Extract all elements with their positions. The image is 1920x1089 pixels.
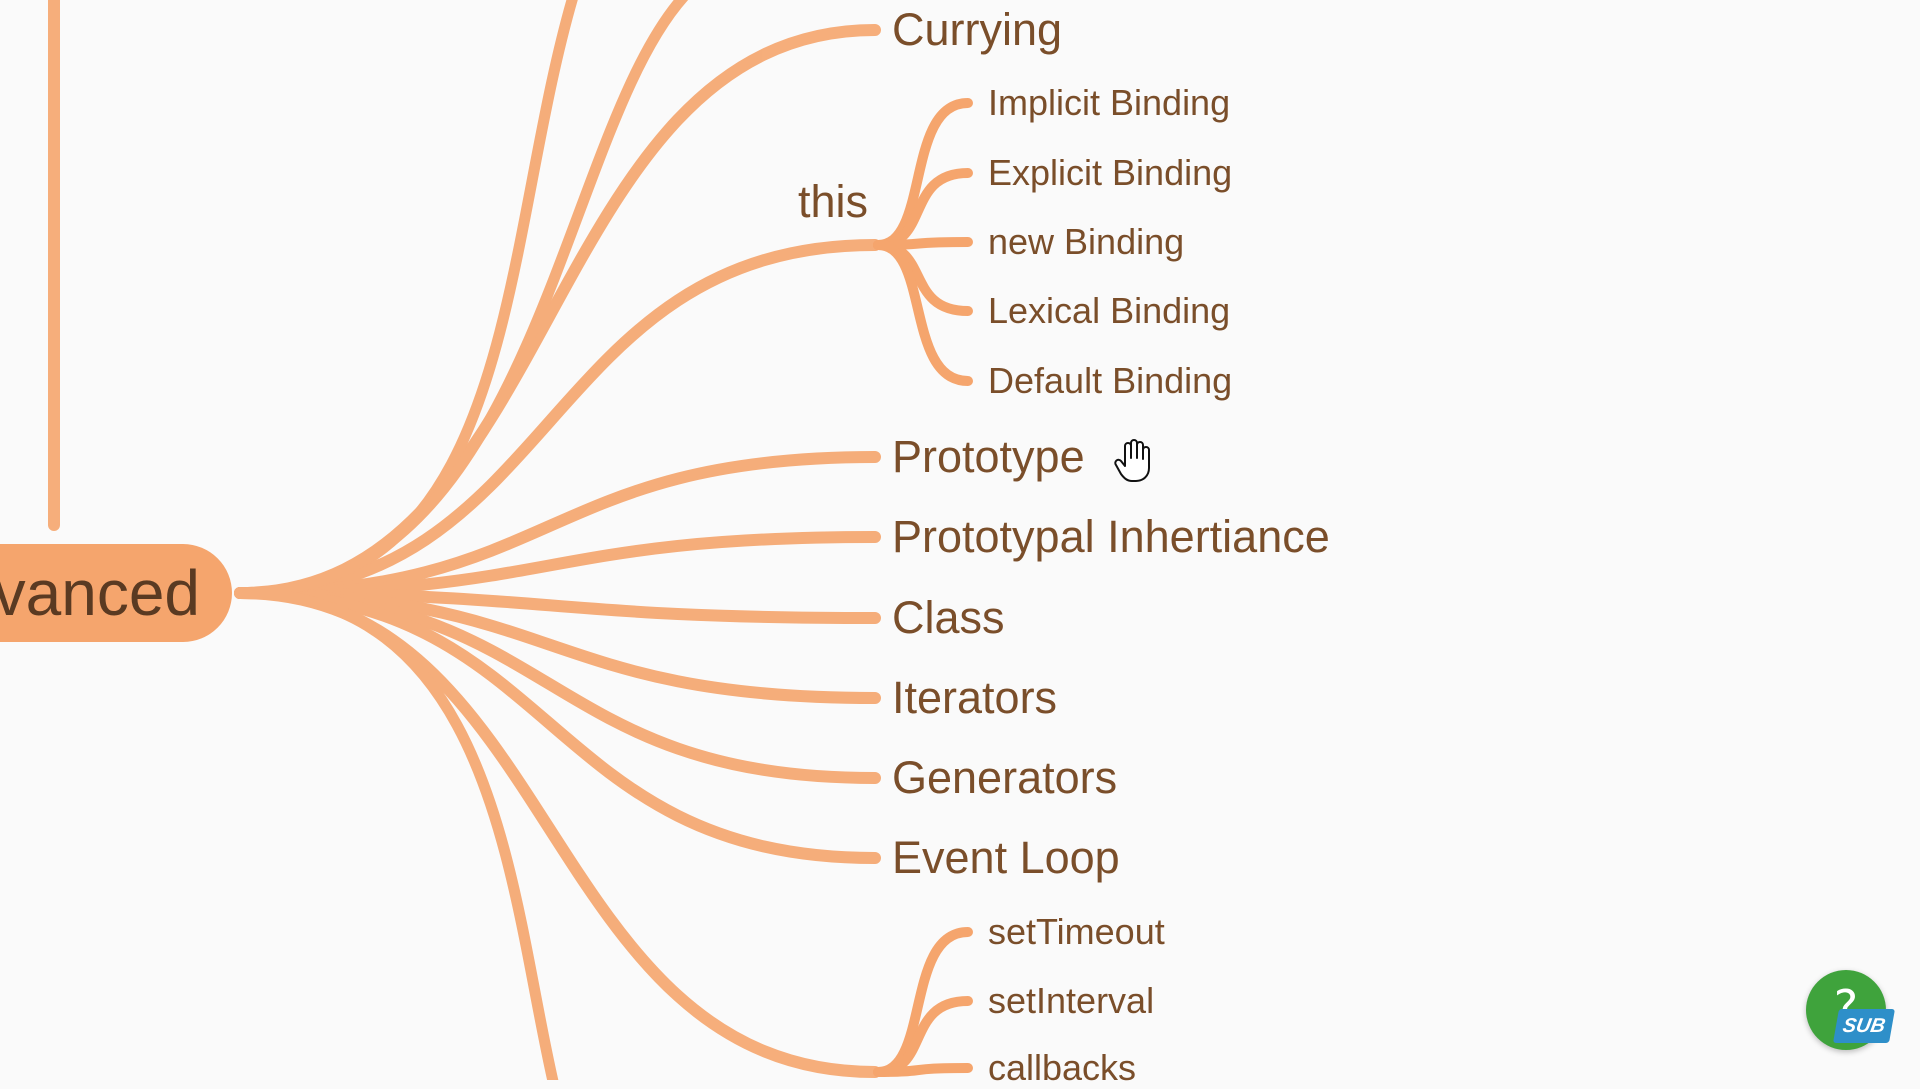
subtopic-new-binding[interactable]: new Binding [988, 221, 1185, 262]
central-topic-node[interactable]: vanced [0, 544, 232, 642]
subtopic-setinterval[interactable]: setInterval [988, 980, 1155, 1021]
topic-iterators[interactable]: Iterators [892, 672, 1058, 723]
central-topic-label: vanced [0, 557, 200, 629]
branch-offscreen-top-1 [234, 0, 578, 599]
topic-prototypal-inheritance[interactable]: Prototypal Inhertiance [892, 511, 1330, 562]
subtopic-default-binding[interactable]: Default Binding [988, 360, 1233, 401]
branch-currying [234, 24, 881, 599]
subtopic-explicit-binding[interactable]: Explicit Binding [988, 152, 1233, 193]
subtopic-callbacks[interactable]: callbacks [988, 1047, 1137, 1088]
topic-class[interactable]: Class [892, 592, 1005, 643]
subtopic-settimeout[interactable]: setTimeout [988, 911, 1165, 952]
branch-this [234, 239, 881, 599]
branch-timers [234, 587, 881, 1078]
branch-offscreen-top-2 [234, 0, 689, 599]
topic-event-loop[interactable]: Event Loop [892, 832, 1120, 883]
topic-currying[interactable]: Currying [892, 4, 1063, 55]
subscribe-badge[interactable]: SUB [1833, 1009, 1895, 1043]
connector-this-1 [873, 168, 973, 250]
topic-generators[interactable]: Generators [892, 752, 1118, 803]
branch-event-loop [234, 587, 881, 864]
subtopic-implicit-binding[interactable]: Implicit Binding [988, 82, 1231, 123]
hand-cursor-icon [1114, 439, 1150, 482]
topic-this[interactable]: this [798, 176, 869, 227]
topic-prototype[interactable]: Prototype [892, 431, 1085, 482]
connector-this-4 [873, 240, 973, 386]
branch-offscreen-bottom [234, 587, 559, 1080]
connector-timers-1 [873, 996, 973, 1077]
connector-timers-2 [873, 1063, 973, 1077]
subtopic-lexical-binding[interactable]: Lexical Binding [988, 290, 1231, 331]
